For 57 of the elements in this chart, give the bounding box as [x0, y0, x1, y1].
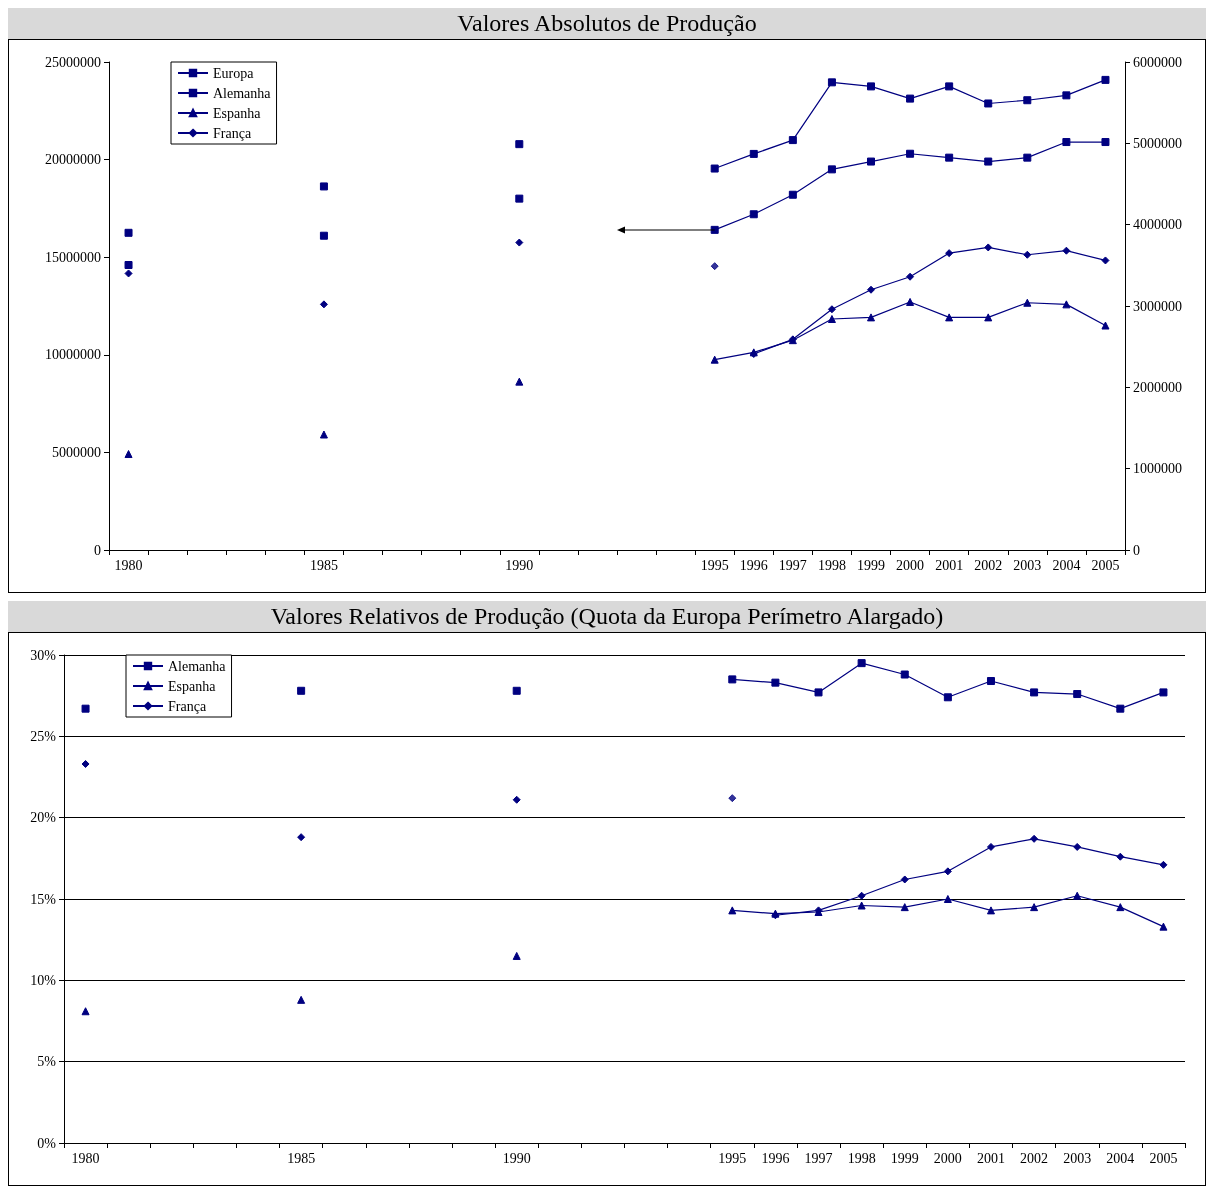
y-tick-label: 5000000 [52, 444, 101, 460]
x-tick-label: 2002 [1020, 1150, 1049, 1166]
y-tick-label: 15% [30, 891, 57, 907]
legend-label: França [213, 125, 252, 141]
legend-label: Espanha [213, 105, 262, 121]
y-tick-label: 10000000 [45, 347, 101, 363]
x-tick-label: 1980 [114, 557, 143, 573]
y-tick-label: 20% [30, 810, 57, 826]
y-tick-label: 10% [30, 972, 57, 988]
y-tick-label: 25000000 [45, 54, 101, 70]
x-tick-label: 1997 [804, 1150, 833, 1166]
chart-title: Valores Absolutos de Produção [8, 8, 1206, 39]
x-tick-label: 2000 [933, 1150, 962, 1166]
y-tick-label: 0% [37, 1135, 57, 1151]
x-tick-label: 2003 [1013, 557, 1042, 573]
y-tick-label: 30% [30, 647, 57, 663]
y2-tick-label: 4000000 [1133, 217, 1182, 233]
x-tick-label: 2001 [976, 1150, 1005, 1166]
y-tick-label: 0 [94, 542, 101, 558]
x-tick-label: 2003 [1063, 1150, 1092, 1166]
x-tick-label: 1996 [739, 557, 768, 573]
x-tick-label: 2000 [896, 557, 925, 573]
y2-tick-label: 2000000 [1133, 379, 1182, 395]
y2-tick-label: 0 [1133, 542, 1140, 558]
x-tick-label: 2005 [1091, 557, 1120, 573]
y-tick-label: 25% [30, 728, 57, 744]
legend-label: Europa [213, 65, 255, 81]
x-tick-label: 1998 [847, 1150, 876, 1166]
x-tick-label: 2001 [935, 557, 964, 573]
legend-label: França [168, 698, 207, 714]
x-tick-label: 1985 [287, 1150, 316, 1166]
y-tick-label: 15000000 [45, 249, 101, 265]
x-tick-label: 2004 [1052, 557, 1081, 573]
legend-label: Alemanha [168, 658, 227, 674]
legend-label: Espanha [168, 678, 217, 694]
y2-tick-label: 6000000 [1133, 54, 1182, 70]
y-tick-label: 5% [37, 1054, 57, 1070]
y2-tick-label: 1000000 [1133, 461, 1182, 477]
chart-title: Valores Relativos de Produção (Quota da Europa Perímetro Alargado) [8, 601, 1206, 632]
x-tick-label: 1999 [890, 1150, 919, 1166]
x-tick-label: 2004 [1106, 1150, 1135, 1166]
x-tick-label: 1990 [502, 1150, 531, 1166]
x-tick-label: 1980 [71, 1150, 100, 1166]
x-tick-label: 1990 [505, 557, 534, 573]
y2-tick-label: 5000000 [1133, 135, 1182, 151]
x-tick-label: 1985 [309, 557, 338, 573]
x-tick-label: 1995 [718, 1150, 747, 1166]
x-tick-label: 2005 [1149, 1150, 1178, 1166]
x-tick-label: 1997 [778, 557, 807, 573]
x-tick-label: 2002 [974, 557, 1003, 573]
x-tick-label: 1995 [700, 557, 729, 573]
x-tick-label: 1998 [817, 557, 846, 573]
y2-tick-label: 3000000 [1133, 298, 1182, 314]
x-tick-label: 1996 [761, 1150, 790, 1166]
legend-label: Alemanha [213, 85, 272, 101]
y-tick-label: 20000000 [45, 152, 101, 168]
x-tick-label: 1999 [857, 557, 885, 573]
